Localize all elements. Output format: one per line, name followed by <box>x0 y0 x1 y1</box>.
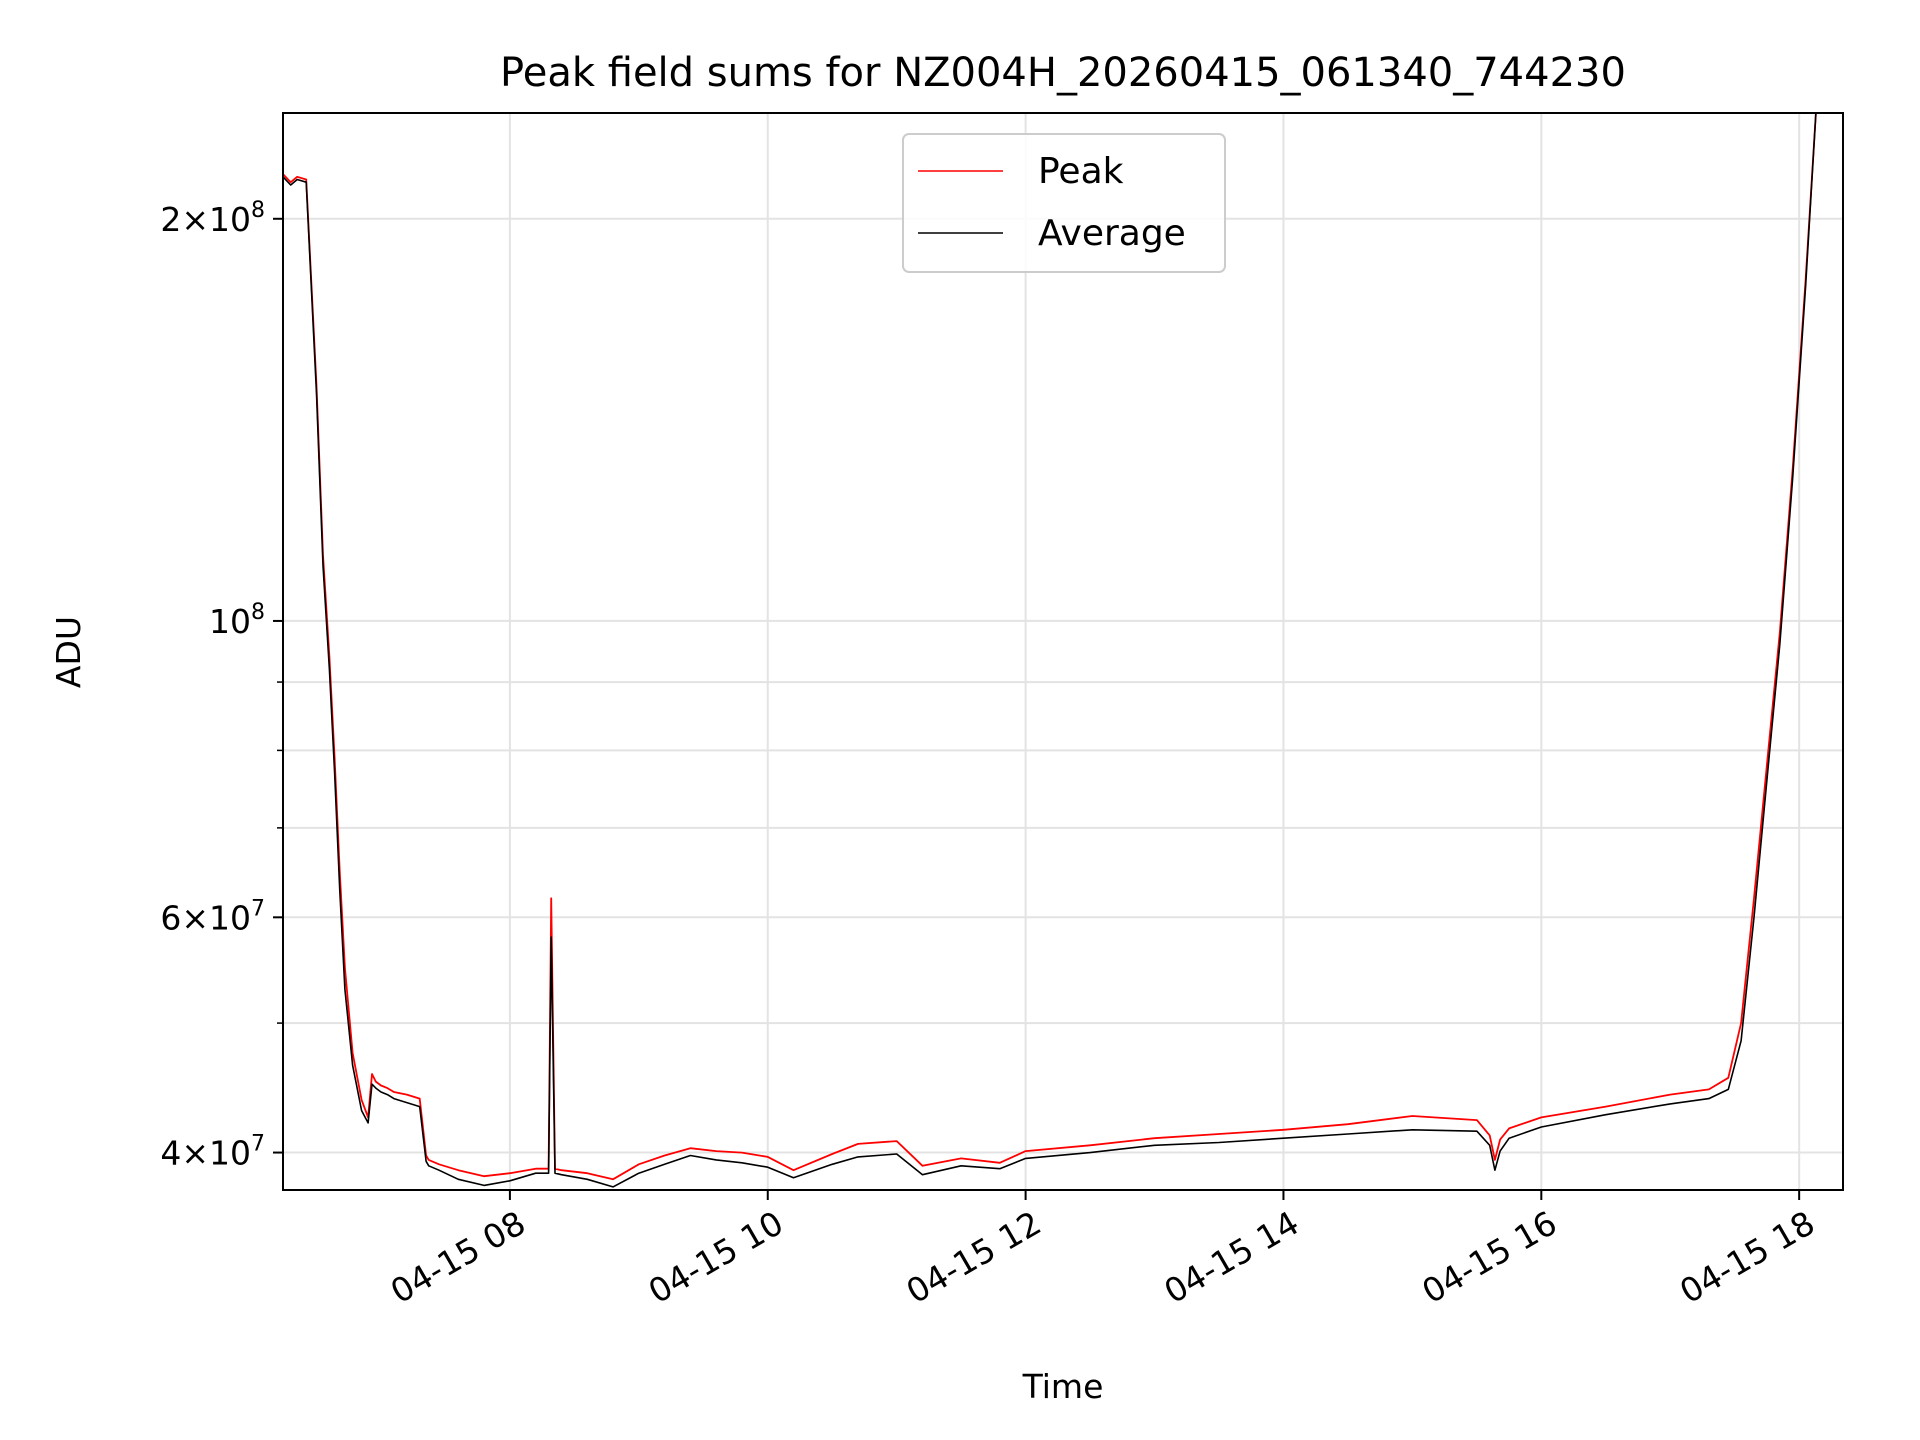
y-tick-label: 2×108 <box>160 198 265 239</box>
chart-title: Peak field sums for NZ004H_20260415_0613… <box>500 50 1626 96</box>
y-tick-label: 4×107 <box>160 1132 265 1173</box>
y-tick-label: 108 <box>209 600 265 641</box>
legend: Peak Average <box>902 133 1226 273</box>
legend-label-peak: Peak <box>1038 151 1124 192</box>
y-axis-title: ADU <box>49 616 88 688</box>
series-line-average <box>283 113 1817 1188</box>
series-layer <box>283 113 1817 1188</box>
series-line-peak <box>283 113 1817 1181</box>
y-axis: 4×107 6×107 108 2×108 <box>160 198 283 1173</box>
legend-label-average: Average <box>1038 213 1186 254</box>
x-axis-title: Time <box>1022 1367 1104 1406</box>
legend-box <box>902 133 1226 273</box>
y-tick-label: 6×107 <box>160 896 265 937</box>
plot-frame <box>282 112 1844 1191</box>
